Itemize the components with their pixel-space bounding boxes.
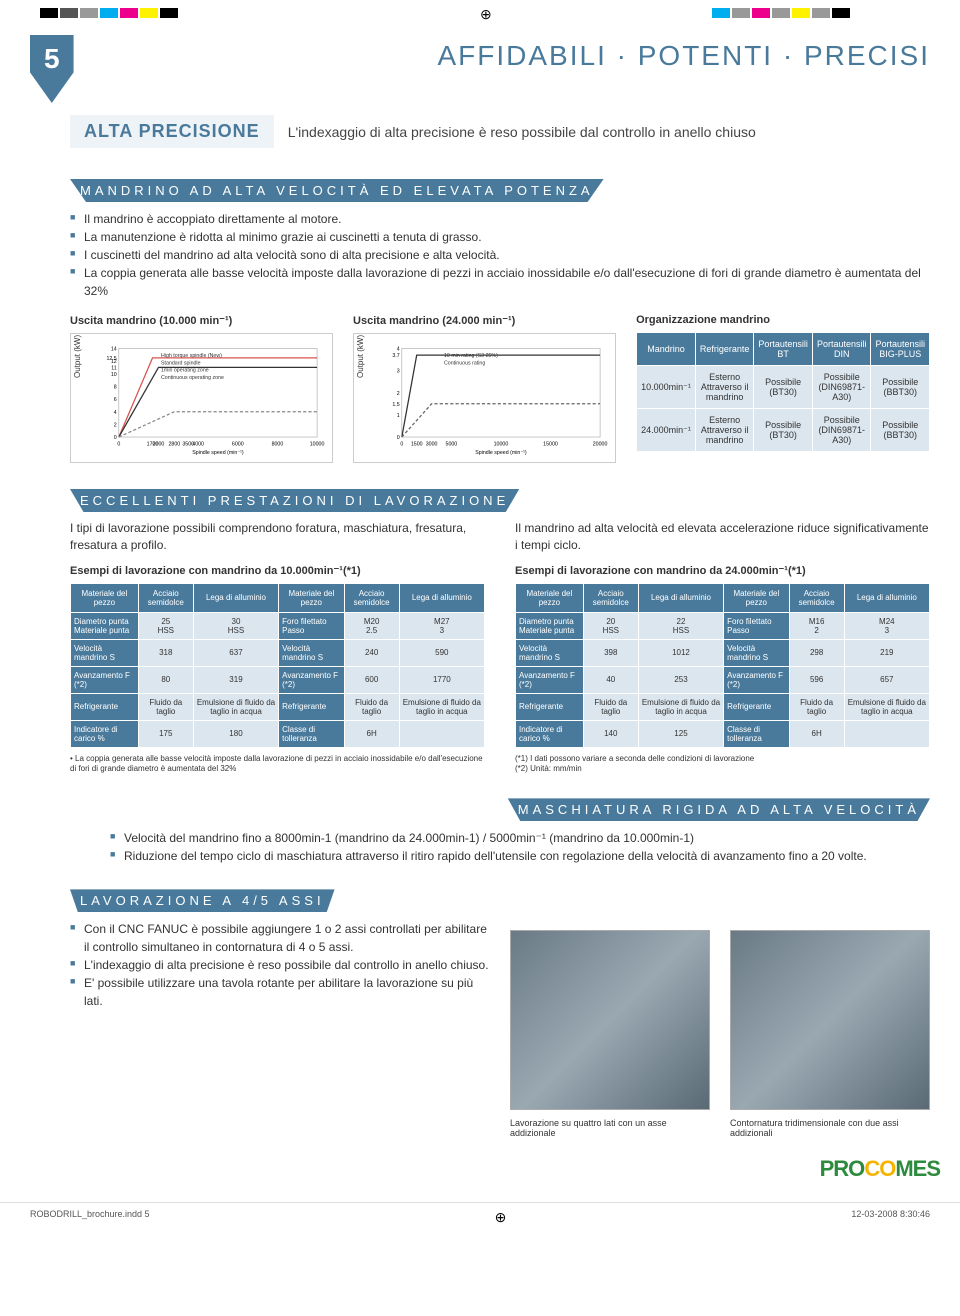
machining-photo-2 (730, 930, 930, 1110)
color-swatches-right (712, 8, 850, 18)
spindle-bullets: Il mandrino è accoppiato direttamente al… (70, 210, 930, 300)
perf-right-text: Il mandrino ad alta velocità ed elevata … (515, 520, 930, 554)
bullet-item: Il mandrino è accoppiato direttamente al… (70, 210, 930, 228)
svg-text:2: 2 (114, 422, 117, 428)
svg-text:10 min rating (S3 25%): 10 min rating (S3 25%) (444, 353, 498, 359)
bullet-item: Riduzione del tempo ciclo di maschiatura… (110, 847, 930, 865)
chart2-title: Uscita mandrino (24.000 min⁻¹) (353, 314, 616, 327)
svg-text:8: 8 (114, 385, 117, 391)
chart2: Output (kW) 0 1 1.5 2 3 3.74 0 15003000 5000 1000… (353, 333, 616, 463)
svg-text:0: 0 (397, 435, 400, 441)
svg-text:6000: 6000 (232, 441, 244, 447)
svg-text:12.5: 12.5 (106, 356, 116, 362)
svg-text:10000: 10000 (494, 441, 509, 447)
registration-mark-bottom: ⊕ (495, 1209, 507, 1226)
footnote-left: • La coppia generata alle basse velocità… (70, 754, 485, 775)
svg-text:2: 2 (397, 391, 400, 397)
svg-text:Standard spindle: Standard spindle (161, 360, 201, 366)
svg-text:6: 6 (114, 397, 117, 403)
svg-text:20000: 20000 (593, 441, 608, 447)
registration-mark: ⊕ (480, 6, 492, 23)
bullet-item: La manutenzione è ridotta al minimo graz… (70, 228, 930, 246)
org-table: MandrinoRefrigerantePortautensili BTPort… (636, 332, 930, 452)
chart1-title: Uscita mandrino (10.000 min⁻¹) (70, 314, 333, 327)
svg-text:3000: 3000 (426, 441, 438, 447)
axes-banner: LAVORAZIONE A 4/5 ASSI (70, 889, 335, 912)
svg-text:4: 4 (397, 347, 400, 353)
perf-banner: ECCELLENTI PRESTAZIONI DI LAVORAZIONE (70, 489, 519, 512)
bullet-item: La coppia generata alle basse velocità i… (70, 264, 930, 300)
color-swatches-left (40, 8, 178, 18)
bullet-item: L'indexaggio di alta precisione è reso p… (70, 956, 490, 974)
caption-2: Contornatura tridimensionale con due ass… (730, 1118, 930, 1138)
svg-text:10000: 10000 (310, 441, 325, 447)
svg-text:3: 3 (397, 369, 400, 375)
svg-text:Spindle speed (min⁻¹): Spindle speed (min⁻¹) (192, 450, 244, 456)
svg-text:0: 0 (400, 441, 403, 447)
svg-text:15000: 15000 (543, 441, 558, 447)
machining-photo-1 (510, 930, 710, 1110)
svg-text:Continuous rating: Continuous rating (444, 360, 485, 366)
footer-filename: ROBODRILL_brochure.indd 5 (30, 1209, 150, 1226)
table24-title: Esempi di lavorazione con mandrino da 24… (515, 564, 930, 577)
svg-text:11: 11 (111, 366, 117, 372)
svg-text:0: 0 (114, 435, 117, 441)
chart1-ylabel: Output (kW) (73, 335, 82, 378)
bullet-item: I cuscinetti del mandrino ad alta veloci… (70, 246, 930, 264)
chart2-ylabel: Output (kW) (356, 335, 365, 378)
table24: Materiale del pezzoAcciaio semidolceLega… (515, 583, 930, 748)
svg-text:3.7: 3.7 (392, 353, 399, 359)
svg-text:1: 1 (397, 413, 400, 419)
svg-text:Continuous operating zone: Continuous operating zone (161, 375, 224, 381)
org-title: Organizzazione mandrino (636, 314, 930, 326)
bullet-item: E' possibile utilizzare una tavola rotan… (70, 974, 490, 1010)
svg-text:2000: 2000 (153, 441, 165, 447)
svg-text:0: 0 (117, 441, 120, 447)
svg-text:8000: 8000 (272, 441, 284, 447)
svg-text:1.5: 1.5 (392, 402, 399, 408)
perf-left-text: I tipi di lavorazione possibili comprend… (70, 520, 485, 554)
svg-text:1min operating zone: 1min operating zone (161, 368, 209, 374)
svg-text:High torque spindle (New): High torque spindle (New) (161, 353, 222, 359)
footer-timestamp: 12-03-2008 8:30:46 (851, 1209, 930, 1226)
procomes-logo: PROCOMES (30, 1156, 940, 1182)
bullet-item: Con il CNC FANUC è possibile aggiungere … (70, 920, 490, 956)
page-title: AFFIDABILI · POTENTI · PRECISI (84, 40, 930, 72)
svg-text:14: 14 (111, 347, 117, 353)
footnote-right: (*1) I dati possono variare a seconda de… (515, 754, 930, 775)
chart1: Output (kW) 0246810111212.51401700200028… (70, 333, 333, 463)
svg-text:5000: 5000 (446, 441, 458, 447)
svg-text:Spindle speed (min⁻¹): Spindle speed (min⁻¹) (475, 450, 527, 456)
svg-text:4000: 4000 (192, 441, 204, 447)
svg-text:10: 10 (111, 372, 117, 378)
bullet-item: Velocità del mandrino fino a 8000min-1 (… (110, 829, 930, 847)
svg-text:2800: 2800 (168, 441, 180, 447)
tapping-bullets: Velocità del mandrino fino a 8000min-1 (… (110, 829, 930, 865)
spindle-banner: MANDRINO AD ALTA VELOCITÀ ED ELEVATA POT… (70, 179, 604, 202)
table10: Materiale del pezzoAcciaio semidolceLega… (70, 583, 485, 748)
axes-bullets: Con il CNC FANUC è possibile aggiungere … (70, 920, 490, 1010)
tapping-banner: MASCHIATURA RIGIDA AD ALTA VELOCITÀ (508, 798, 930, 821)
svg-text:4: 4 (114, 410, 117, 416)
svg-text:1500: 1500 (411, 441, 423, 447)
page-number-tab: 5 (30, 35, 74, 103)
caption-1: Lavorazione su quattro lati con un asse … (510, 1118, 710, 1138)
table10-title: Esempi di lavorazione con mandrino da 10… (70, 564, 485, 577)
lead-text: L'indexaggio di alta precisione è reso p… (288, 124, 756, 140)
precision-badge: ALTA PRECISIONE (70, 115, 274, 148)
